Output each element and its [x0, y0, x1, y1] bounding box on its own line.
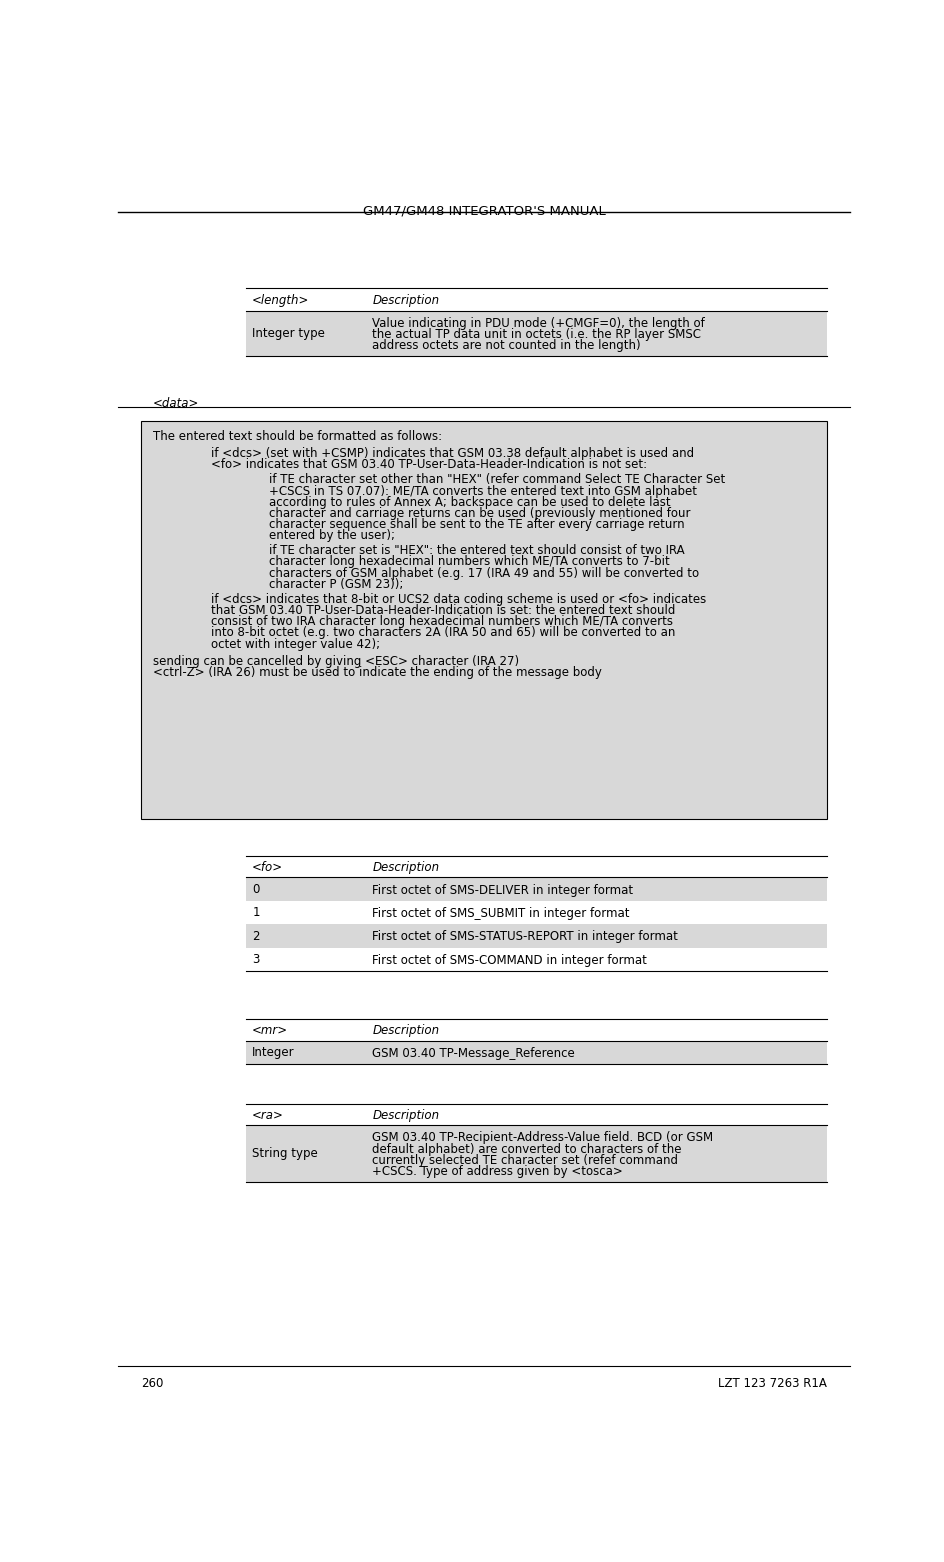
- Text: First octet of SMS-DELIVER in integer format: First octet of SMS-DELIVER in integer fo…: [372, 884, 632, 897]
- Text: default alphabet) are converted to characters of the: default alphabet) are converted to chara…: [372, 1143, 682, 1156]
- Text: characters of GSM alphabet (e.g. 17 (IRA 49 and 55) will be converted to: characters of GSM alphabet (e.g. 17 (IRA…: [269, 567, 699, 580]
- Text: LZT 123 7263 R1A: LZT 123 7263 R1A: [717, 1378, 826, 1390]
- Text: <length>: <length>: [252, 294, 310, 306]
- Text: First octet of SMS-STATUS-REPORT in integer format: First octet of SMS-STATUS-REPORT in inte…: [372, 931, 678, 943]
- Text: if TE character set other than "HEX" (refer command Select TE Character Set: if TE character set other than "HEX" (re…: [269, 473, 725, 486]
- Text: if TE character set is "HEX": the entered text should consist of two IRA: if TE character set is "HEX": the entere…: [269, 544, 684, 558]
- Text: GSM 03.40 TP-Recipient-Address-Value field. BCD (or GSM: GSM 03.40 TP-Recipient-Address-Value fie…: [372, 1131, 713, 1145]
- Text: character and carriage returns can be used (previously mentioned four: character and carriage returns can be us…: [269, 508, 690, 520]
- Text: Description: Description: [372, 1025, 439, 1037]
- Bar: [142, 420, 826, 818]
- Text: sending can be cancelled by giving <ESC> character (IRA 27): sending can be cancelled by giving <ESC>…: [153, 654, 518, 669]
- Text: that GSM 03.40 TP-User-Data-Header-Indication is set: the entered text should: that GSM 03.40 TP-User-Data-Header-Indic…: [211, 604, 675, 617]
- Text: Description: Description: [372, 1109, 439, 1122]
- Bar: [245, 1125, 826, 1182]
- Text: if <dcs> indicates that 8-bit or UCS2 data coding scheme is used or <fo> indicat: if <dcs> indicates that 8-bit or UCS2 da…: [211, 594, 705, 606]
- Bar: [245, 901, 826, 925]
- Text: <fo>: <fo>: [252, 861, 283, 875]
- Text: 3: 3: [252, 953, 260, 965]
- Text: First octet of SMS-COMMAND in integer format: First octet of SMS-COMMAND in integer fo…: [372, 954, 647, 967]
- Text: The entered text should be formatted as follows:: The entered text should be formatted as …: [153, 430, 442, 444]
- Text: Description: Description: [372, 861, 439, 875]
- Text: <mr>: <mr>: [252, 1025, 288, 1037]
- Text: GM47/GM48 INTEGRATOR'S MANUAL: GM47/GM48 INTEGRATOR'S MANUAL: [362, 205, 605, 217]
- Text: <ctrl-Z> (IRA 26) must be used to indicate the ending of the message body: <ctrl-Z> (IRA 26) must be used to indica…: [153, 665, 601, 679]
- Text: if <dcs> (set with +CSMP) indicates that GSM 03.38 default alphabet is used and: if <dcs> (set with +CSMP) indicates that…: [211, 447, 694, 461]
- Text: <ra>: <ra>: [252, 1109, 284, 1122]
- Text: 1: 1: [252, 906, 260, 918]
- Text: currently selected TE character set (refef command: currently selected TE character set (ref…: [372, 1154, 678, 1167]
- Text: into 8-bit octet (e.g. two characters 2A (IRA 50 and 65) will be converted to an: into 8-bit octet (e.g. two characters 2A…: [211, 626, 675, 639]
- Text: GSM 03.40 TP-Message_Reference: GSM 03.40 TP-Message_Reference: [372, 1047, 575, 1059]
- Text: 0: 0: [252, 883, 260, 895]
- Text: Integer type: Integer type: [252, 326, 325, 341]
- Text: Value indicating in PDU mode (+CMGF=0), the length of: Value indicating in PDU mode (+CMGF=0), …: [372, 317, 704, 330]
- Text: Integer: Integer: [252, 1047, 295, 1059]
- Text: 260: 260: [142, 1378, 163, 1390]
- Bar: [245, 948, 826, 972]
- Text: Description: Description: [372, 294, 439, 306]
- Text: +CSCS. Type of address given by <tosca>: +CSCS. Type of address given by <tosca>: [372, 1165, 622, 1178]
- Bar: [245, 925, 826, 948]
- Bar: [245, 878, 826, 901]
- Text: character P (GSM 23));: character P (GSM 23));: [269, 578, 403, 590]
- Text: character long hexadecimal numbers which ME/TA converts to 7-bit: character long hexadecimal numbers which…: [269, 556, 669, 569]
- Bar: [245, 1040, 826, 1064]
- Text: entered by the user);: entered by the user);: [269, 530, 395, 542]
- Text: the actual TP data unit in octets (i.e. the RP layer SMSC: the actual TP data unit in octets (i.e. …: [372, 328, 700, 341]
- Text: according to rules of Annex A; backspace can be used to delete last: according to rules of Annex A; backspace…: [269, 495, 670, 509]
- Text: <fo> indicates that GSM 03.40 TP-User-Data-Header-Indication is not set:: <fo> indicates that GSM 03.40 TP-User-Da…: [211, 459, 647, 472]
- Text: character sequence shall be sent to the TE after every carriage return: character sequence shall be sent to the …: [269, 519, 684, 531]
- Text: +CSCS in TS 07.07): ME/TA converts the entered text into GSM alphabet: +CSCS in TS 07.07): ME/TA converts the e…: [269, 484, 697, 498]
- Text: String type: String type: [252, 1148, 317, 1161]
- Text: 2: 2: [252, 929, 260, 942]
- Text: address octets are not counted in the length): address octets are not counted in the le…: [372, 339, 640, 351]
- Text: octet with integer value 42);: octet with integer value 42);: [211, 637, 379, 650]
- Text: First octet of SMS_SUBMIT in integer format: First octet of SMS_SUBMIT in integer for…: [372, 908, 629, 920]
- Text: <data>: <data>: [153, 397, 199, 409]
- Text: consist of two IRA character long hexadecimal numbers which ME/TA converts: consist of two IRA character long hexade…: [211, 615, 672, 628]
- Bar: [245, 311, 826, 356]
